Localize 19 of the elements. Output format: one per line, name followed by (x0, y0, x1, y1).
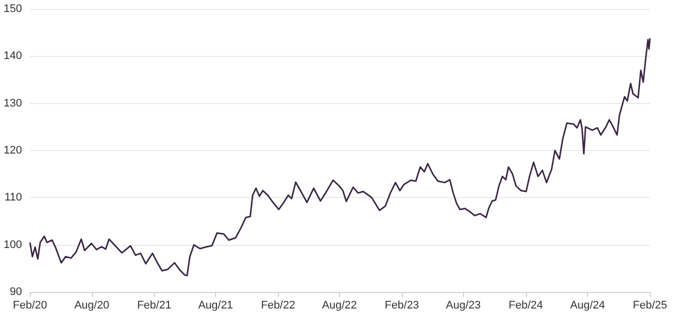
y-tick-label: 120 (4, 144, 22, 156)
x-tick-label: Feb/20 (12, 300, 48, 312)
line-series (29, 37, 651, 276)
x-tick-label: Feb/22 (260, 300, 296, 312)
x-tick-label: Aug/24 (570, 300, 605, 312)
y-tick-label: 150 (4, 3, 22, 15)
y-tick-label: 130 (4, 97, 22, 110)
x-tick-label: Feb/21 (137, 300, 172, 312)
x-tick-label: Aug/20 (74, 300, 110, 312)
x-tick-label: Feb/25 (632, 300, 668, 312)
x-tick-label: Aug/21 (198, 300, 234, 312)
x-tick-label: Feb/23 (384, 300, 420, 312)
x-tick-label: Feb/24 (508, 300, 543, 312)
x-tick-label: Aug/23 (446, 300, 481, 312)
y-tick-label: 100 (4, 238, 22, 251)
y-tick-label: 110 (4, 192, 22, 204)
y-tick-label: 140 (4, 50, 22, 62)
x-tick-label: Aug/22 (322, 300, 357, 312)
y-tick-label: 90 (10, 286, 22, 298)
